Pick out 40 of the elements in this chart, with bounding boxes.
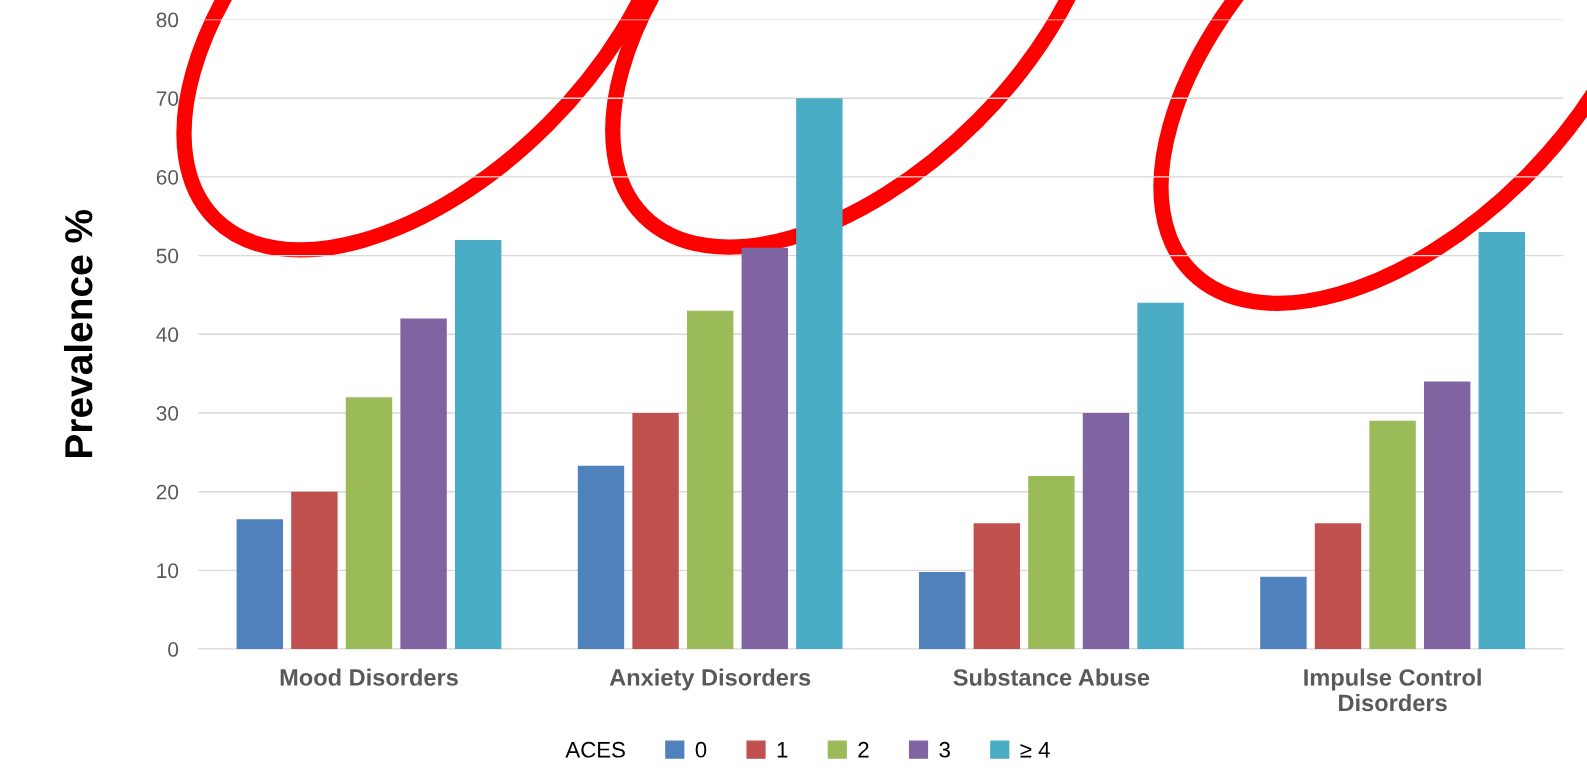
- y-tick-label: 20: [156, 484, 179, 500]
- bar: [1028, 475, 1075, 650]
- bar: [1423, 381, 1471, 650]
- bar: [632, 412, 679, 650]
- bar: [1369, 420, 1416, 650]
- y-tick-label: 30: [156, 406, 179, 421]
- y-tick-label: 10: [157, 563, 179, 579]
- bar: [973, 523, 1020, 650]
- bar: [454, 239, 502, 650]
- bar: [236, 519, 283, 650]
- y-tick-label: 60: [156, 169, 179, 185]
- bar: [919, 571, 966, 650]
- bar: [686, 310, 734, 650]
- legend-label: 2: [858, 741, 869, 758]
- x-tick-label: Anxiety Disorders: [609, 668, 811, 691]
- bar: [741, 247, 788, 650]
- bar: [1314, 523, 1362, 650]
- bar: [796, 98, 843, 650]
- y-tick-label: 40: [156, 327, 179, 343]
- x-tick-label: Impulse Control Disorders: [1304, 668, 1481, 712]
- bar: [1137, 302, 1184, 650]
- bar: [291, 491, 338, 650]
- y-tick-label: 80: [156, 12, 179, 28]
- bar: [1082, 412, 1130, 650]
- legend-label: 1: [777, 742, 788, 758]
- bar: [400, 318, 447, 650]
- legend-label: ≥ 4: [1020, 742, 1050, 758]
- legend-label: 0: [695, 741, 707, 758]
- legend-label: 3: [939, 741, 950, 758]
- y-tick-label: 50: [156, 248, 179, 264]
- bar: [345, 397, 393, 650]
- bar: [577, 465, 625, 650]
- y-tick-label: 0: [168, 642, 179, 657]
- x-tick-label: Substance Abuse: [953, 668, 1150, 686]
- bar: [1478, 232, 1525, 650]
- y-tick-label: 70: [156, 91, 179, 106]
- x-tick-label: Mood Disorders: [280, 668, 458, 686]
- legend-title: ACES: [565, 741, 625, 758]
- y-axis-title: Prevalence %: [63, 209, 93, 458]
- bar: [1260, 576, 1307, 650]
